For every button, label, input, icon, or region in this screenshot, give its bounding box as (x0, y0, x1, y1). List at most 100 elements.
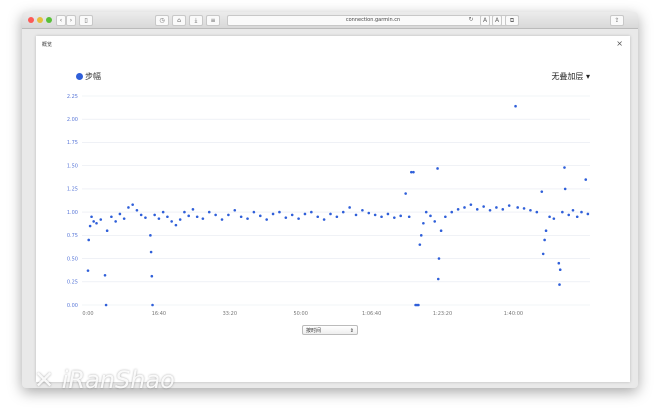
data-point (86, 269, 90, 272)
x-axis-select[interactable]: 按时间 ⇕ (302, 325, 358, 335)
data-point (265, 218, 268, 221)
data-point (114, 220, 117, 223)
legend[interactable]: 步幅 (76, 71, 101, 82)
data-point (87, 238, 91, 242)
data-point (258, 214, 262, 218)
data-point (399, 214, 402, 218)
data-point (386, 212, 390, 216)
data-point (151, 303, 154, 307)
maximize-window-button[interactable] (46, 17, 52, 23)
data-point (580, 210, 583, 214)
data-point (535, 210, 539, 214)
data-point (563, 166, 566, 169)
data-point (584, 178, 588, 181)
data-point (191, 208, 195, 211)
data-point (335, 215, 339, 219)
data-point (417, 303, 420, 307)
data-point (571, 208, 575, 212)
download-icon[interactable]: ⤓ (189, 15, 203, 26)
data-point (135, 208, 139, 212)
data-point (118, 212, 122, 216)
data-point (99, 218, 103, 221)
data-point (419, 234, 423, 237)
forward-button[interactable]: › (66, 15, 76, 26)
address-bar[interactable]: connection.garmin.cn (227, 15, 519, 26)
data-point (514, 104, 517, 108)
data-point (88, 224, 92, 228)
legend-label: 步幅 (85, 72, 101, 81)
x-tick-label: 33:20 (223, 311, 237, 317)
url-text: connection.garmin.cn (345, 17, 401, 23)
data-point (475, 208, 479, 211)
data-point (586, 212, 590, 216)
data-point (284, 216, 288, 219)
data-point (429, 214, 432, 218)
close-icon[interactable]: × (616, 39, 623, 48)
data-point (166, 215, 169, 219)
data-point (310, 210, 313, 214)
text-larger-button[interactable]: A (492, 15, 502, 26)
data-point (252, 210, 256, 214)
data-point (278, 210, 281, 214)
data-point (195, 215, 199, 219)
data-point (563, 187, 567, 191)
data-point (150, 274, 154, 278)
data-point (170, 220, 173, 223)
data-point (348, 206, 351, 209)
y-tick-label: 1.25 (67, 187, 78, 193)
data-point (316, 215, 320, 219)
data-point (456, 208, 460, 211)
y-tick-label: 2.00 (67, 117, 78, 123)
data-point (540, 190, 544, 193)
reload-icon[interactable]: ↻ (468, 16, 474, 23)
data-point (153, 213, 156, 217)
reader-icon[interactable]: ≡ (206, 15, 220, 26)
tabs-icon[interactable]: ⧉ (505, 15, 519, 26)
sidebar-icon[interactable]: ▯ (79, 15, 93, 26)
data-point (367, 211, 371, 215)
data-point (463, 206, 466, 209)
y-tick-label: 0.25 (67, 280, 78, 286)
data-point (239, 215, 243, 219)
close-window-button[interactable] (28, 17, 34, 23)
data-point (178, 218, 182, 221)
data-point (488, 208, 492, 212)
legend-dot (76, 73, 83, 80)
home-icon[interactable]: ⌂ (172, 15, 186, 26)
y-tick-label: 0.00 (67, 303, 78, 309)
data-point (361, 208, 364, 212)
data-point (482, 205, 485, 208)
overview-modal: 概览 × 步幅 无叠加层 ▾ 0.00 0.25 0.50 0.75 1.00 1.25 1… (36, 36, 630, 382)
data-point (410, 170, 413, 174)
data-point (322, 218, 326, 221)
data-point (329, 212, 332, 216)
y-tick-label: 0.50 (67, 256, 78, 262)
share-icon[interactable]: ⇪ (610, 15, 624, 26)
data-point (187, 214, 190, 218)
data-point (541, 252, 545, 256)
minimize-window-button[interactable] (37, 17, 43, 23)
data-point (271, 212, 275, 216)
data-point (404, 192, 407, 195)
data-point (412, 170, 415, 174)
data-point (95, 221, 98, 225)
data-point (469, 203, 473, 206)
data-point (290, 213, 294, 217)
overlay-dropdown[interactable]: 无叠加层 ▾ (551, 72, 590, 81)
data-point (439, 229, 443, 232)
data-point (418, 243, 422, 246)
data-point (303, 212, 307, 216)
text-smaller-button[interactable]: A (480, 15, 490, 26)
data-point (233, 208, 237, 212)
data-point (90, 215, 93, 219)
history-icon[interactable]: ◷ (155, 15, 169, 26)
data-point (507, 204, 511, 207)
data-point (437, 257, 441, 260)
data-point (380, 215, 383, 219)
back-button[interactable]: ‹ (56, 15, 66, 26)
x-tick-label: 0:00 (82, 311, 93, 317)
data-point (558, 283, 561, 286)
data-point (407, 215, 411, 219)
data-point (354, 213, 358, 217)
data-point (161, 210, 165, 214)
